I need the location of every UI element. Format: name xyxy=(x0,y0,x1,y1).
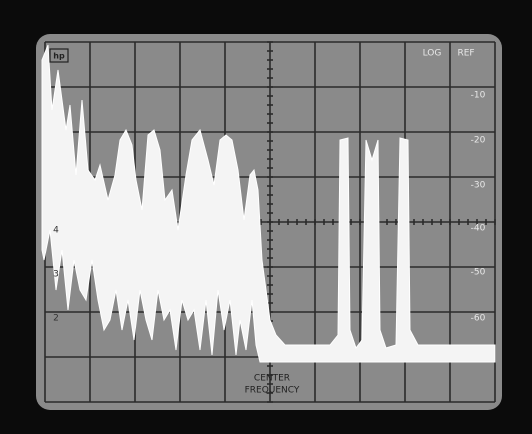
scale-label: -30 xyxy=(471,181,486,191)
scale-label: -20 xyxy=(471,136,486,146)
scale-label: -50 xyxy=(471,268,486,278)
scale-label: -40 xyxy=(471,224,486,234)
body: hp LOG REF -10 -20 -30 -40 -50 -60 4 3 2… xyxy=(0,0,532,434)
logo: hp xyxy=(53,52,65,61)
header-label: REF xyxy=(457,49,474,59)
division-label: 4 xyxy=(53,226,59,236)
header-label: LOG xyxy=(423,49,442,59)
scale-label: -10 xyxy=(471,91,486,101)
page: {"display": {"logo": "hp", "header": ["L… xyxy=(0,0,532,434)
footer-label: CENTER xyxy=(254,374,290,384)
screen-photo: hp LOG REF -10 -20 -30 -40 -50 -60 4 3 2… xyxy=(0,0,532,434)
footer-label: FREQUENCY xyxy=(245,386,300,396)
division-label: 3 xyxy=(53,270,59,280)
division-label: 2 xyxy=(53,314,59,324)
scale-label: -60 xyxy=(471,314,486,324)
